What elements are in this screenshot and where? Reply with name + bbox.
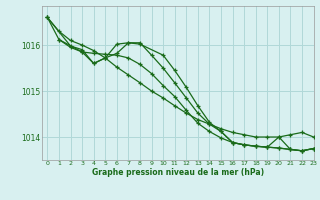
X-axis label: Graphe pression niveau de la mer (hPa): Graphe pression niveau de la mer (hPa)	[92, 168, 264, 177]
